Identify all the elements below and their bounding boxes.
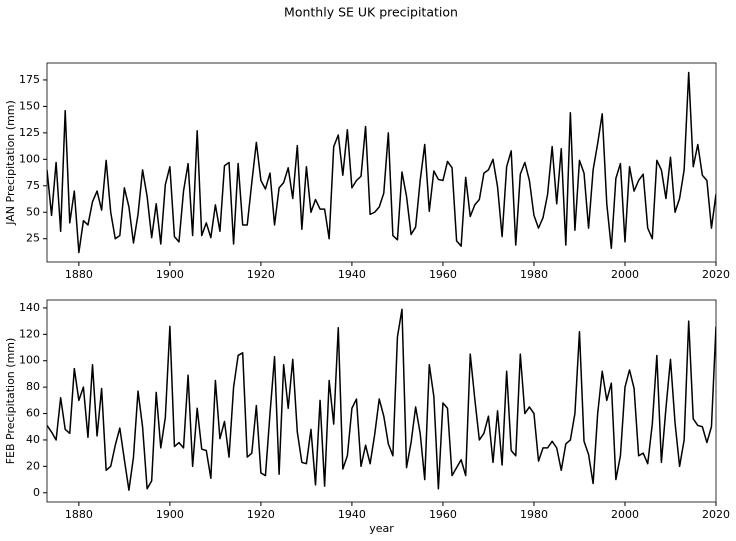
x-tick-label: 1900	[156, 508, 184, 521]
y-tick-label: 60	[26, 407, 40, 420]
y-tick-label: 50	[26, 205, 40, 218]
y-tick-label: 150	[19, 99, 40, 112]
x-tick-label: 1920	[247, 268, 275, 281]
data-line	[47, 71, 716, 254]
x-tick-label: 1960	[429, 508, 457, 521]
x-tick-label: 2020	[702, 268, 730, 281]
x-tick-label: 1900	[156, 268, 184, 281]
y-tick-label: 75	[26, 179, 40, 192]
plot-frame	[46, 62, 717, 263]
y-tick-label: 140	[19, 301, 40, 314]
y-tick-label: 120	[19, 327, 40, 340]
x-tick-label: 2000	[611, 268, 639, 281]
x-tick-label: 1920	[247, 508, 275, 521]
plot-frame	[46, 299, 717, 503]
y-axis-label: FEB Precipitation (mm)	[4, 338, 17, 465]
x-axis-label: year	[369, 522, 394, 535]
y-tick-label: 40	[26, 433, 40, 446]
x-tick-label: 1960	[429, 268, 457, 281]
x-tick-label: 1980	[520, 508, 548, 521]
data-line	[47, 308, 716, 491]
x-tick-label: 1880	[65, 268, 93, 281]
y-tick-label: 100	[19, 354, 40, 367]
y-tick-label: 20	[26, 459, 40, 472]
x-tick-label: 1940	[338, 268, 366, 281]
x-tick-label: 1880	[65, 508, 93, 521]
y-tick-label: 25	[26, 232, 40, 245]
y-tick-label: 0	[33, 486, 40, 499]
y-tick-label: 125	[19, 126, 40, 139]
y-axis-label: JAN Precipitation (mm)	[4, 100, 17, 226]
x-tick-label: 2000	[611, 508, 639, 521]
y-tick-label: 100	[19, 152, 40, 165]
x-tick-label: 1940	[338, 508, 366, 521]
x-tick-label: 2020	[702, 508, 730, 521]
x-tick-label: 1980	[520, 268, 548, 281]
figure-title: Monthly SE UK precipitation	[284, 5, 458, 20]
y-tick-label: 175	[19, 73, 40, 86]
y-tick-label: 80	[26, 380, 40, 393]
